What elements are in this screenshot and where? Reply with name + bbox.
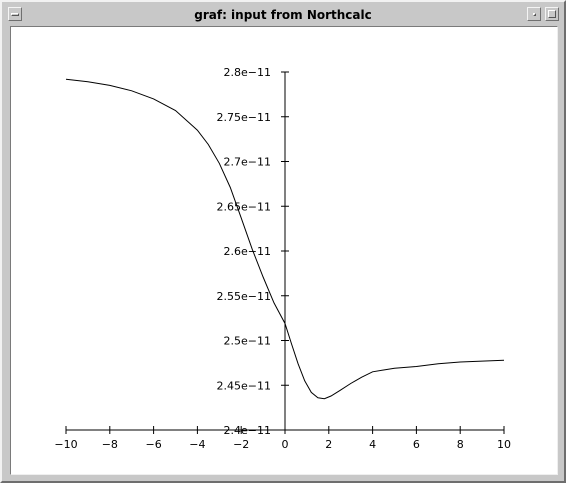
x-tick-label: −10	[54, 438, 77, 451]
x-tick-label: −2	[233, 438, 249, 451]
x-tick-label: 8	[457, 438, 464, 451]
x-tick-label: 6	[413, 438, 420, 451]
series-line-0	[65, 78, 505, 400]
ticks: −10 −8 −6 −4 −2 0 2 4 6 8 10 2.4e−11 2.45e−11 2.5e−11…	[54, 66, 511, 451]
window-title: graf: input from Northcalc	[194, 8, 372, 22]
y-tick-label: 2.65e−11	[217, 200, 271, 213]
y-tick-label: 2.55e−11	[217, 290, 271, 303]
x-tick-label: 10	[497, 438, 511, 451]
window-menu-icon	[11, 13, 19, 16]
plot-canvas: −10 −8 −6 −4 −2 0 2 4 6 8 10 2.4e−11 2.45e−11 2.5e−11…	[10, 26, 558, 475]
y-tick-label: 2.6e−11	[224, 245, 271, 258]
x-tick-label: −4	[189, 438, 205, 451]
x-tick-label: 4	[369, 438, 376, 451]
x-tick-label: −8	[102, 438, 118, 451]
y-tick-label: 2.45e−11	[217, 379, 271, 392]
x-tick-label: 0	[282, 438, 289, 451]
maximize-button[interactable]	[545, 7, 559, 21]
minimize-icon	[533, 13, 536, 16]
line-chart: −10 −8 −6 −4 −2 0 2 4 6 8 10 2.4e−11 2.45e−11 2.5e−11…	[54, 66, 511, 451]
y-tick-label: 2.5e−11	[224, 335, 271, 348]
window-menu-button[interactable]	[8, 7, 22, 21]
maximize-icon	[548, 10, 556, 18]
y-tick-label: 2.8e−11	[224, 66, 271, 79]
minimize-button[interactable]	[527, 7, 541, 21]
x-tick-label: 2	[325, 438, 332, 451]
y-tick-label: 2.75e−11	[217, 111, 271, 124]
y-tick-label: 2.4e−11	[224, 424, 271, 437]
x-tick-label: −6	[145, 438, 161, 451]
y-tick-label: 2.7e−11	[224, 156, 271, 169]
series-group	[65, 78, 505, 400]
title-bar[interactable]: graf: input from Northcalc	[4, 4, 562, 26]
